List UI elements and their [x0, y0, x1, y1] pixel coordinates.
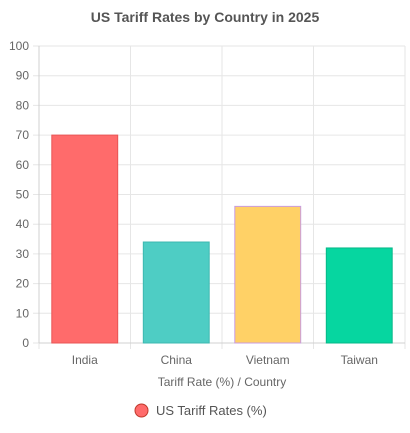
x-tick-label: China [161, 353, 193, 367]
legend[interactable]: US Tariff Rates (%) [134, 403, 267, 418]
bar-taiwan[interactable] [325, 247, 393, 344]
y-tick-label: 60 [16, 158, 30, 172]
y-tick-label: 0 [22, 336, 29, 350]
y-tick-label: 50 [16, 188, 30, 202]
bar-india[interactable] [51, 134, 119, 344]
x-tick-label: Vietnam [246, 353, 290, 367]
y-tick-label: 80 [16, 98, 30, 112]
y-tick-label: 10 [16, 306, 30, 320]
y-tick-label: 30 [16, 247, 30, 261]
x-tick-label: Taiwan [341, 353, 378, 367]
y-tick-label: 20 [16, 277, 30, 291]
bars [51, 134, 393, 344]
x-axis-ticks: India China Vietnam Taiwan [72, 353, 378, 367]
y-tick-label: 100 [9, 39, 29, 53]
legend-swatch [134, 403, 149, 418]
x-tick-label: India [72, 353, 98, 367]
chart-title: US Tariff Rates by Country in 2025 [91, 9, 320, 25]
y-tick-label: 70 [16, 128, 30, 142]
y-tick-label: 90 [16, 69, 30, 83]
x-axis-label: Tariff Rate (%) / Country [158, 375, 286, 389]
y-tick-label: 40 [16, 217, 30, 231]
legend-label: US Tariff Rates (%) [156, 403, 267, 418]
y-axis-ticks: 0 10 20 30 40 50 60 70 80 90 100 [9, 39, 29, 350]
bar-china[interactable] [142, 241, 210, 344]
bar-vietnam[interactable] [234, 205, 302, 344]
